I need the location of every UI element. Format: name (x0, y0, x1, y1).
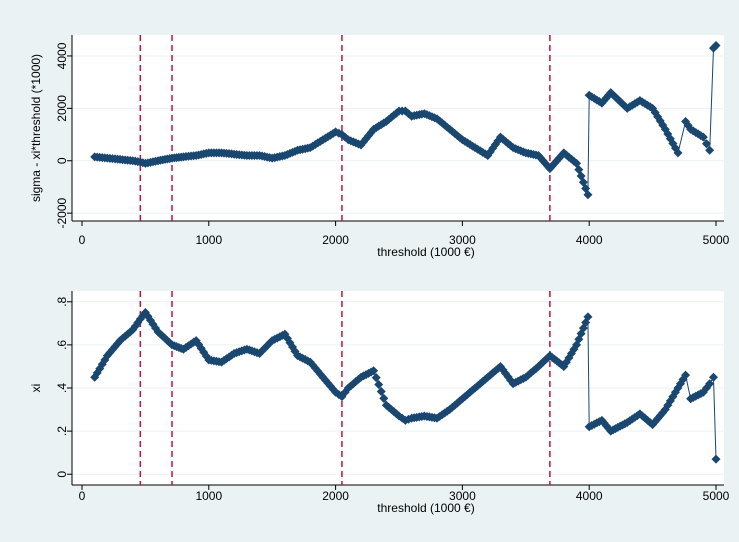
y-tick-label: .8 (55, 296, 69, 306)
marker-fill (374, 380, 384, 390)
y-tick-label: 2000 (55, 95, 69, 122)
plot-area (72, 35, 724, 221)
data-point (705, 379, 715, 389)
data-point (711, 454, 721, 464)
data-point (681, 370, 691, 380)
x-tick-label: 0 (79, 233, 86, 247)
marker-group (90, 40, 721, 200)
data-point (583, 312, 593, 322)
marker-fill (371, 373, 381, 383)
data-point (369, 366, 379, 376)
x-axis-title: threshold (1000 €) (377, 501, 474, 515)
y-tick-label: .6 (55, 340, 69, 350)
marker-fill (376, 386, 386, 396)
y-tick-label: .2 (55, 426, 69, 436)
y-tick-label: 0 (55, 157, 69, 164)
x-tick-label: 0 (79, 489, 86, 503)
chart-panel-2: 0 .2 .4 .6 .8 0 1000 2000 3000 4000 5000 threshold … (29, 291, 730, 515)
marker-fill (658, 120, 668, 130)
x-tick-label: 4000 (576, 233, 603, 247)
y-tick-label: -2000 (55, 197, 69, 228)
x-tick-label: 5000 (703, 233, 730, 247)
data-point (708, 372, 718, 382)
marker-fill (379, 393, 389, 403)
marker-group (90, 308, 721, 464)
data-point (673, 148, 683, 158)
data-point (711, 40, 721, 50)
x-tick-label: 3000 (449, 489, 476, 503)
x-tick-label: 3000 (449, 233, 476, 247)
data-point (698, 132, 708, 142)
x-tick-label: 5000 (703, 489, 730, 503)
y-tick-label: .4 (55, 383, 69, 393)
x-axis-title: threshold (1000 €) (377, 245, 474, 259)
x-tick-label: 4000 (576, 489, 603, 503)
y-tick-label: 0 (55, 471, 69, 478)
chart-panel-1: -2000 0 2000 4000 0 1000 2000 3000 4000 5000 thres… (29, 35, 730, 259)
x-tick-label: 1000 (195, 489, 222, 503)
x-tick-label: 1000 (195, 233, 222, 247)
marker-fill (440, 120, 450, 130)
x-tick-label: 2000 (322, 233, 349, 247)
marker-fill (701, 139, 711, 149)
data-point (705, 145, 715, 155)
x-tick-label: 2000 (322, 489, 349, 503)
y-tick-label: 4000 (55, 42, 69, 69)
y-axis-title: xi (29, 384, 43, 393)
y-axis-title: sigma - xi*threshold (*1000) (29, 54, 43, 202)
data-point (583, 190, 593, 200)
